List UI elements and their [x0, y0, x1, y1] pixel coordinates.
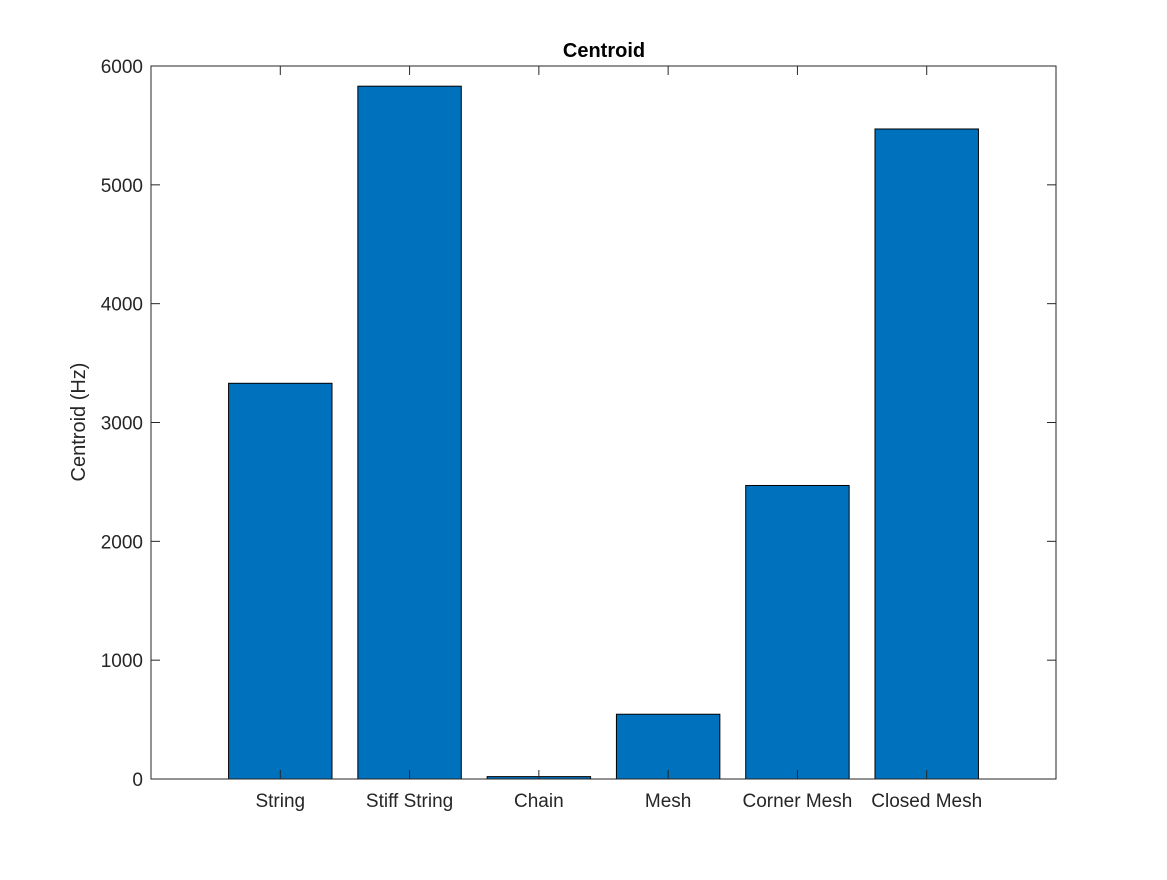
x-tick-label: Corner Mesh [743, 791, 853, 812]
y-tick-label: 4000 [101, 295, 143, 316]
bar-string [228, 382, 333, 780]
x-tick-label: String [255, 791, 305, 812]
y-tick-label: 5000 [101, 176, 143, 197]
y-tick-label: 2000 [101, 532, 143, 553]
bar-stiff-string [357, 85, 462, 780]
y-tick-label: 1000 [101, 651, 143, 672]
y-tick-label: 3000 [101, 414, 143, 435]
bar-mesh [615, 713, 721, 780]
x-tick-label: Stiff String [366, 791, 453, 812]
ticks-layer: 0 1000 2000 3000 4000 5000 6000 String Stiff Str… [101, 57, 1056, 812]
bar-corner-mesh [745, 484, 850, 780]
y-tick-label: 0 [132, 770, 143, 791]
bar-closed-mesh [874, 128, 979, 780]
x-tick-label: Chain [514, 791, 564, 812]
bars-layer [228, 85, 979, 780]
chart-title: Centroid [563, 40, 645, 62]
x-tick-label: Closed Mesh [871, 791, 982, 812]
y-tick-label: 6000 [101, 57, 143, 78]
y-axis-label: Centroid (Hz) [68, 363, 90, 482]
x-tick-label: Mesh [645, 791, 691, 812]
